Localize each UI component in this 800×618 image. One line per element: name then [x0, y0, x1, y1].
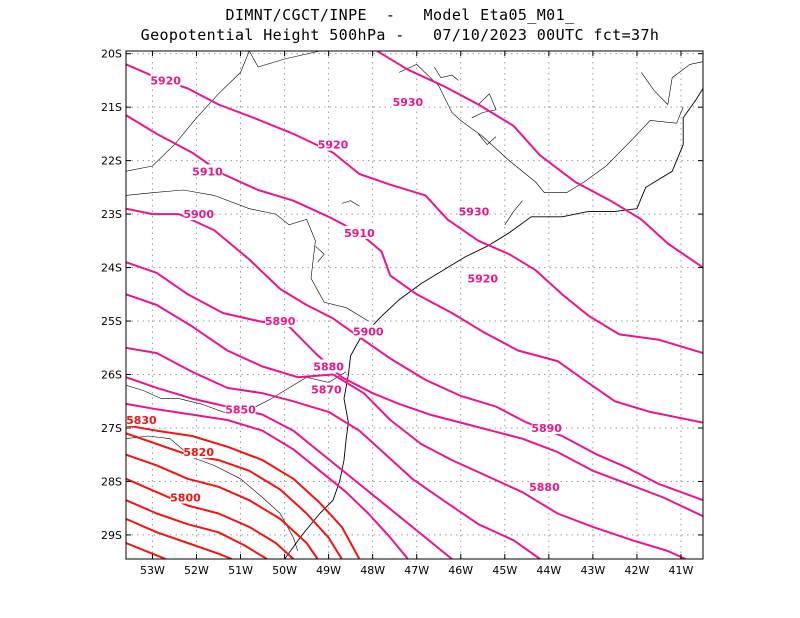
contour-label-bg — [126, 412, 157, 426]
contour-5810 — [126, 477, 295, 559]
contour-label-5920: 5920 — [150, 74, 181, 87]
contour-5830 — [126, 432, 343, 559]
title-line-1: DIMNT/CGCT/INPE - Model Eta05_M01_ — [225, 6, 575, 24]
contour-label-bg — [170, 490, 201, 504]
contour-5880 — [126, 293, 686, 559]
reservoir-outline — [341, 200, 360, 207]
contour-label-bg — [467, 271, 498, 285]
contour-label-5910: 5910 — [192, 165, 223, 178]
lon-tick-label: 45W — [492, 564, 517, 577]
reservoir-outline — [434, 66, 459, 81]
contour-5870 — [126, 346, 541, 559]
contour-label-5870: 5870 — [311, 383, 342, 396]
reservoir-outline — [478, 133, 497, 146]
lon-tick-label: 46W — [448, 564, 473, 577]
contour-label-bg — [183, 207, 214, 221]
contour-5790 — [126, 517, 233, 559]
contour-label-bg — [265, 314, 296, 328]
lat-tick-label: 21S — [101, 101, 122, 114]
lon-tick-label: 52W — [184, 564, 209, 577]
contour-label-bg — [392, 94, 423, 108]
lon-tick-label: 42W — [624, 564, 649, 577]
lon-tick-label: 48W — [360, 564, 385, 577]
lon-tick-label: 50W — [272, 564, 297, 577]
graticule — [126, 51, 703, 559]
political-boundaries — [126, 51, 703, 559]
lon-tick-label: 41W — [669, 564, 694, 577]
contour-5910 — [126, 114, 703, 424]
lon-tick-label: 53W — [140, 564, 165, 577]
contour-5890 — [126, 261, 703, 518]
contour-label-bg — [458, 204, 489, 218]
height-contours — [126, 51, 703, 559]
lat-tick-label: 26S — [101, 369, 122, 382]
contour-labels: 5930 5930 5920 5920 5920 5910 5910 5900 5900 5890… — [126, 74, 562, 504]
contour-label-5890: 5890 — [265, 315, 296, 328]
lat-tick-label: 22S — [101, 155, 122, 168]
contour-5800 — [126, 499, 268, 559]
contour-label-5890: 5890 — [531, 422, 562, 435]
contour-label-5920: 5920 — [467, 272, 498, 285]
contour-label-5930: 5930 — [459, 205, 490, 218]
reservoir-outline — [469, 93, 497, 119]
lon-tick-label: 49W — [316, 564, 341, 577]
contour-label-bg — [318, 137, 349, 151]
contour-label-bg — [529, 479, 560, 493]
contour-5900 — [126, 207, 703, 502]
contour-5780 — [126, 542, 166, 559]
contour-label-5910: 5910 — [344, 227, 375, 240]
contour-label-bg — [225, 402, 256, 416]
axes: 53W 52W 51W 50W 49W 48W 47W 46W 45W 44W 43W 42W 41W 2… — [101, 48, 703, 577]
contour-label-5930: 5930 — [393, 96, 424, 109]
contour-label-5850: 5850 — [225, 403, 256, 416]
contour-label-5880: 5880 — [529, 481, 560, 494]
contour-label-bg — [150, 73, 181, 87]
contour-5930 — [376, 51, 703, 269]
reservoir-outline — [315, 245, 325, 263]
lon-tick-label: 47W — [404, 564, 429, 577]
state-border — [398, 64, 684, 193]
contour-label-5900: 5900 — [353, 326, 384, 339]
contour-5820 — [126, 453, 319, 559]
lon-tick-label: 51W — [228, 564, 253, 577]
contour-label-5900: 5900 — [183, 208, 214, 221]
contour-label-bg — [344, 225, 375, 239]
contour-5920 — [126, 63, 703, 355]
contour-label-bg — [183, 445, 214, 459]
contour-label-5880: 5880 — [313, 360, 344, 373]
contour-label-bg — [311, 382, 342, 396]
title-line-2: Geopotential Height 500hPa - 07/10/2023 … — [140, 26, 660, 44]
contour-label-5830: 5830 — [126, 414, 157, 427]
lat-tick-label: 20S — [101, 48, 122, 61]
lat-tick-label: 23S — [101, 208, 122, 221]
lon-tick-label: 43W — [580, 564, 605, 577]
lat-tick-label: 28S — [101, 475, 122, 488]
coastline — [284, 88, 703, 559]
state-border — [249, 51, 320, 68]
state-border — [641, 61, 703, 106]
contour-label-bg — [313, 359, 344, 373]
state-border — [504, 200, 523, 225]
state-border — [126, 189, 369, 322]
contour-5840 — [126, 424, 361, 559]
lat-tick-label: 24S — [101, 262, 122, 275]
contour-5860 — [126, 376, 453, 559]
state-border — [126, 51, 250, 172]
contour-label-5820: 5820 — [183, 446, 214, 459]
lat-tick-label: 25S — [101, 315, 122, 328]
contour-label-bg — [192, 164, 223, 178]
contour-5850 — [126, 402, 409, 559]
lat-tick-label: 29S — [101, 529, 122, 542]
contour-label-5920: 5920 — [318, 139, 349, 152]
plot-frame — [125, 50, 704, 560]
contour-label-bg — [353, 324, 384, 338]
lon-tick-label: 44W — [536, 564, 561, 577]
contour-label-5800: 5800 — [170, 492, 201, 505]
lat-tick-label: 27S — [101, 422, 122, 435]
contour-label-bg — [531, 420, 562, 434]
